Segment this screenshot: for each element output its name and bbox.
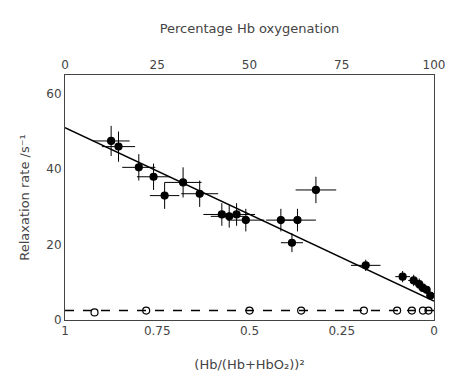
svg-text:20: 20 [46, 238, 61, 252]
svg-text:50: 50 [242, 58, 257, 72]
svg-text:0: 0 [54, 313, 62, 327]
svg-text:100: 100 [423, 58, 446, 72]
svg-text:60: 60 [46, 87, 61, 101]
svg-text:(Hb/(Hb+HbO₂))²: (Hb/(Hb+HbO₂))² [194, 357, 304, 372]
svg-text:0: 0 [61, 58, 69, 72]
svg-text:Relaxation rate /s⁻¹: Relaxation rate /s⁻¹ [17, 134, 32, 260]
svg-text:0.75: 0.75 [144, 324, 171, 338]
svg-text:1: 1 [61, 324, 69, 338]
svg-text:Percentage Hb oxygenation: Percentage Hb oxygenation [160, 21, 340, 36]
svg-text:0.5: 0.5 [240, 324, 259, 338]
svg-text:0.25: 0.25 [328, 324, 355, 338]
svg-text:40: 40 [46, 162, 61, 176]
svg-text:75: 75 [334, 58, 349, 72]
svg-text:0: 0 [430, 324, 438, 338]
svg-text:25: 25 [150, 58, 165, 72]
